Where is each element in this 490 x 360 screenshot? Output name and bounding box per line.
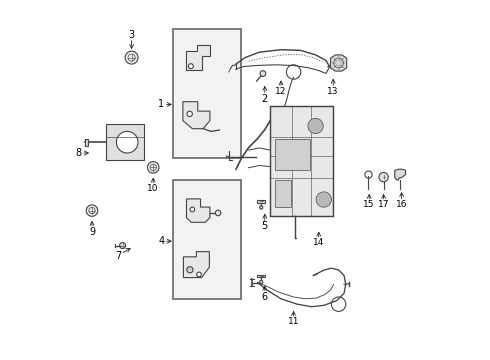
Text: 16: 16 <box>396 200 407 210</box>
Bar <box>270 106 333 216</box>
Text: 3: 3 <box>128 30 135 40</box>
Circle shape <box>260 71 266 76</box>
Bar <box>275 139 310 170</box>
Text: 2: 2 <box>262 94 268 104</box>
Polygon shape <box>183 102 210 129</box>
Circle shape <box>379 172 388 182</box>
Text: 5: 5 <box>262 221 268 231</box>
Polygon shape <box>186 45 210 70</box>
Bar <box>257 200 265 202</box>
Polygon shape <box>395 169 406 180</box>
Bar <box>106 124 144 160</box>
Text: 10: 10 <box>147 184 159 193</box>
Circle shape <box>120 243 125 248</box>
Text: 13: 13 <box>327 87 339 96</box>
Circle shape <box>147 162 159 173</box>
Text: 7: 7 <box>115 251 121 261</box>
Text: 14: 14 <box>313 238 324 247</box>
Circle shape <box>125 51 138 64</box>
Bar <box>257 275 265 277</box>
Circle shape <box>196 272 201 277</box>
Text: 4: 4 <box>158 236 164 246</box>
Text: 11: 11 <box>288 318 299 326</box>
Circle shape <box>189 64 193 69</box>
Polygon shape <box>187 199 210 222</box>
Circle shape <box>308 118 323 134</box>
Text: 12: 12 <box>275 87 287 96</box>
Text: 9: 9 <box>89 227 95 237</box>
Circle shape <box>117 131 138 153</box>
Circle shape <box>260 206 263 209</box>
Text: 1: 1 <box>158 99 164 109</box>
Text: 8: 8 <box>75 148 81 158</box>
Polygon shape <box>330 55 347 71</box>
Bar <box>173 180 242 299</box>
Circle shape <box>215 210 221 216</box>
Text: 6: 6 <box>262 292 268 302</box>
Text: 15: 15 <box>364 200 375 210</box>
Polygon shape <box>183 252 209 278</box>
Circle shape <box>316 192 331 207</box>
Circle shape <box>190 207 195 212</box>
Circle shape <box>187 267 193 273</box>
Circle shape <box>187 111 193 117</box>
Circle shape <box>86 205 98 216</box>
Bar <box>173 29 242 158</box>
Text: 17: 17 <box>378 200 390 210</box>
Bar <box>85 139 88 146</box>
Circle shape <box>260 280 263 284</box>
Bar <box>275 180 291 207</box>
